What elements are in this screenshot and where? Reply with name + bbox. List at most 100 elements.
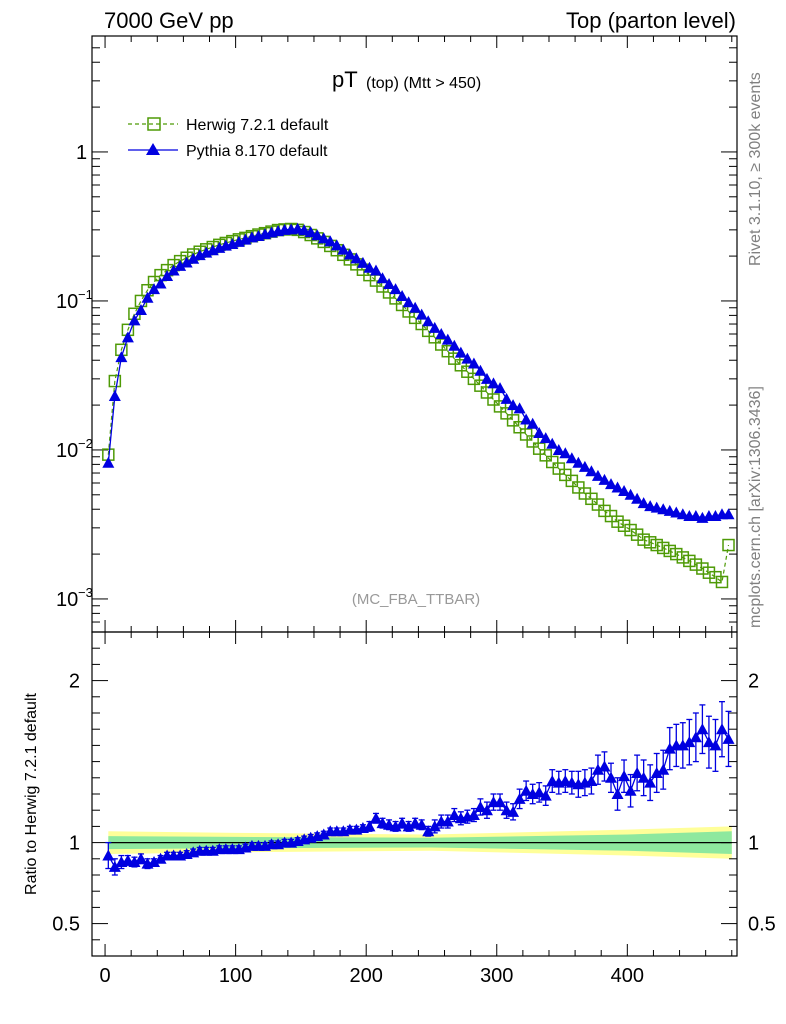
legend-herwig-marker (147, 117, 161, 131)
pythia-point (546, 437, 559, 449)
ratio-panel-frame (91, 631, 738, 957)
ratio-point (539, 789, 552, 801)
ratio-y-tick-label: 2 (69, 671, 80, 693)
x-tick-label: 200 (350, 965, 383, 987)
herwig-point (617, 519, 631, 532)
pythia-point (298, 224, 311, 236)
ratio-y-tick-label-right: 1 (748, 833, 759, 855)
pythia-point (474, 364, 487, 376)
ratio-point (134, 852, 147, 864)
pythia-point (148, 283, 161, 295)
ratio-y-tick-label-right: 2 (748, 671, 759, 693)
ratio-point (108, 860, 121, 872)
pythia-point (396, 289, 409, 301)
pythia-point (167, 264, 180, 276)
pythia-point (605, 478, 618, 490)
ratio-point (624, 784, 637, 796)
herwig-point (506, 414, 520, 427)
herwig-point (702, 566, 716, 579)
pythia-point (689, 510, 702, 522)
pythia-point (356, 256, 369, 268)
herwig-point (591, 498, 605, 511)
ratio-point (507, 805, 520, 817)
pythia-point (572, 456, 585, 468)
ratio-point (644, 776, 657, 788)
ratio-point (611, 788, 624, 799)
pythia-series-line (107, 228, 729, 519)
herwig-point (722, 538, 735, 552)
pythia-point (337, 243, 350, 255)
pythia-point (637, 497, 650, 509)
ratio-point (702, 736, 715, 748)
ratio-point (441, 815, 454, 827)
herwig-point (448, 352, 461, 365)
pythia-point (422, 315, 435, 327)
ratio-point (396, 817, 409, 829)
ratio-point (591, 763, 604, 775)
pythia-point (448, 339, 461, 351)
pythia-point (487, 377, 500, 389)
pythia-point (598, 473, 611, 485)
header-right: Top (parton level) (566, 8, 736, 33)
herwig-point (500, 407, 513, 420)
ratio-point (676, 739, 689, 751)
legend-pythia-label: Pythia 8.170 default (186, 143, 328, 160)
pythia-point (441, 333, 454, 345)
plot-title: pT (332, 67, 358, 92)
pythia-point (317, 232, 330, 244)
ratio-point (637, 771, 650, 783)
legend-herwig-label: Herwig 7.2.1 default (186, 117, 329, 134)
ratio-point (448, 809, 461, 821)
herwig-point (108, 374, 122, 388)
ratio-point (689, 731, 702, 743)
herwig-point (670, 547, 683, 561)
legend: Herwig 7.2.1 default Pythia 8.170 defaul… (128, 117, 329, 160)
pythia-point (578, 460, 591, 472)
herwig-point (461, 365, 474, 378)
ratio-point (650, 766, 663, 778)
herwig-point (689, 558, 703, 571)
pythia-point (461, 352, 474, 364)
herwig-point (643, 536, 657, 549)
pythia-point (611, 481, 624, 493)
pythia-point (330, 239, 343, 251)
ratio-ylabel: Ratio to Herwig 7.2.1 default (23, 693, 40, 895)
pythia-point (141, 291, 154, 303)
pythia-point (533, 426, 546, 438)
y-tick-label: 10 (56, 589, 78, 611)
ratio-point (148, 856, 161, 868)
ratio-y-tick-label: 0.5 (52, 914, 80, 936)
pythia-point (520, 413, 533, 425)
y-tick-exponent: −2 (78, 436, 93, 451)
analysis-label: (MC_FBA_TTBAR) (352, 591, 480, 608)
ratio-point (389, 820, 402, 832)
pythia-point (585, 465, 598, 477)
herwig-point (683, 554, 696, 568)
x-tick-label: 100 (219, 965, 252, 987)
pythia-point (435, 328, 448, 339)
pythia-point (121, 331, 134, 343)
y-tick-label: 10 (56, 291, 78, 313)
herwig-point (493, 400, 507, 413)
ratio-point (422, 825, 435, 837)
pythia-point (467, 357, 480, 369)
ratio-point (467, 809, 480, 821)
herwig-point (552, 462, 566, 475)
pythia-point (389, 283, 402, 295)
pythia-point (174, 259, 187, 271)
ratio-point (102, 849, 115, 861)
ratio-point (480, 804, 493, 816)
mcplots-label: mcplots.cern.ch [arXiv:1306.3436] (747, 386, 764, 628)
ratio-point (415, 818, 428, 830)
y-tick-label: 1 (76, 142, 87, 164)
pythia-point (383, 277, 396, 289)
pythia-point (409, 301, 422, 313)
herwig-point (715, 575, 729, 589)
ratio-point (605, 771, 618, 783)
ratio-point (363, 820, 376, 832)
pythia-point (722, 508, 735, 520)
ratio-point (369, 812, 382, 824)
ratio-point (631, 766, 644, 778)
herwig-point (513, 421, 526, 434)
